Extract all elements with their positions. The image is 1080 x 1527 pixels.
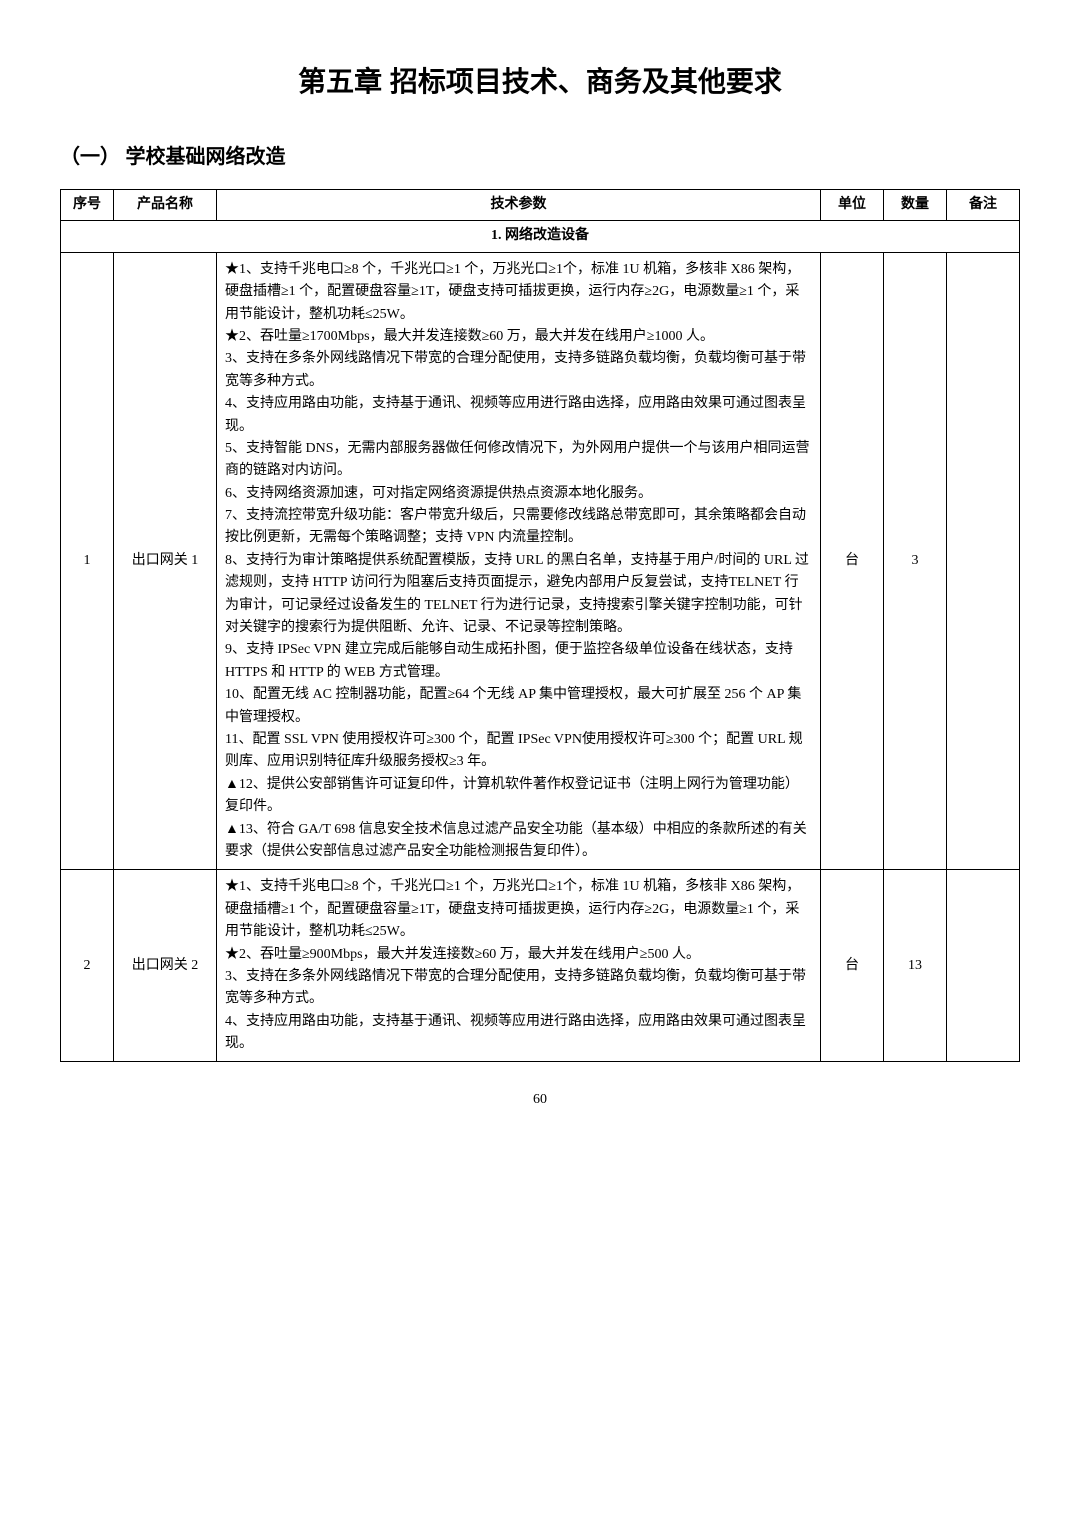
- cell-unit: 台: [821, 870, 884, 1062]
- cell-name: 出口网关 2: [114, 870, 217, 1062]
- cell-unit: 台: [821, 252, 884, 870]
- cell-qty: 3: [884, 252, 947, 870]
- header-note: 备注: [947, 190, 1020, 221]
- page-number: 60: [60, 1092, 1020, 1108]
- table-row: 1 出口网关 1 ★1、支持千兆电口≥8 个，千兆光口≥1 个，万兆光口≥1个，…: [61, 252, 1020, 870]
- header-spec: 技术参数: [217, 190, 821, 221]
- cell-seq: 1: [61, 252, 114, 870]
- section-title: （一） 学校基础网络改造: [60, 140, 1020, 169]
- spec-table: 序号 产品名称 技术参数 单位 数量 备注 1. 网络改造设备 1 出口网关 1…: [60, 189, 1020, 1062]
- cell-spec: ★1、支持千兆电口≥8 个，千兆光口≥1 个，万兆光口≥1个，标准 1U 机箱，…: [217, 252, 821, 870]
- cell-seq: 2: [61, 870, 114, 1062]
- cell-note: [947, 252, 1020, 870]
- cell-name: 出口网关 1: [114, 252, 217, 870]
- header-qty: 数量: [884, 190, 947, 221]
- table-header-row: 序号 产品名称 技术参数 单位 数量 备注: [61, 190, 1020, 221]
- header-name: 产品名称: [114, 190, 217, 221]
- table-section-header: 1. 网络改造设备: [61, 221, 1020, 252]
- cell-spec: ★1、支持千兆电口≥8 个，千兆光口≥1 个，万兆光口≥1个，标准 1U 机箱，…: [217, 870, 821, 1062]
- cell-note: [947, 870, 1020, 1062]
- table-section-row: 1. 网络改造设备: [61, 221, 1020, 252]
- header-unit: 单位: [821, 190, 884, 221]
- table-row: 2 出口网关 2 ★1、支持千兆电口≥8 个，千兆光口≥1 个，万兆光口≥1个，…: [61, 870, 1020, 1062]
- cell-qty: 13: [884, 870, 947, 1062]
- chapter-title: 第五章 招标项目技术、商务及其他要求: [60, 60, 1020, 100]
- header-seq: 序号: [61, 190, 114, 221]
